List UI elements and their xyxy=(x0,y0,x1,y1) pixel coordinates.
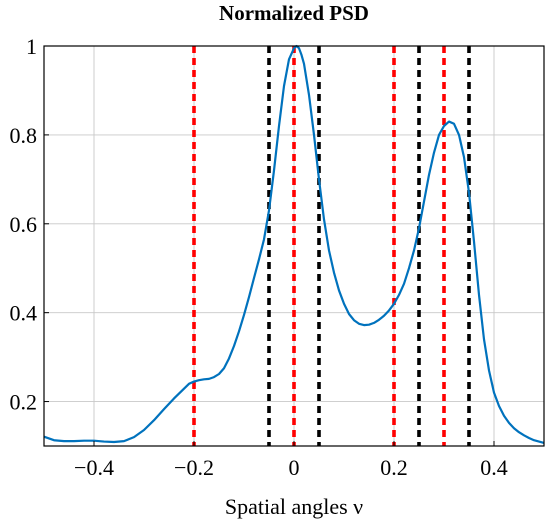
y-tick-label: 0.2 xyxy=(10,390,38,415)
psd-series-line xyxy=(43,44,545,444)
x-tick-label: −0.2 xyxy=(174,455,214,480)
series-group xyxy=(43,44,545,444)
y-tick-label: 1 xyxy=(26,34,37,59)
y-tick-label: 0.8 xyxy=(10,123,38,148)
reference-lines xyxy=(192,46,471,446)
chart-title: Normalized PSD xyxy=(219,1,369,25)
x-tick-label: −0.4 xyxy=(74,455,114,480)
tick-labels: −0.4 −0.2 0 0.2 0.4 0.2 0.4 0.6 0.8 1 xyxy=(10,34,508,480)
x-tick-label: 0.2 xyxy=(380,455,408,480)
x-tick-label: 0 xyxy=(289,455,300,480)
x-axis-label: Spatial angles ν xyxy=(225,494,363,519)
x-tick-label: 0.4 xyxy=(480,455,508,480)
y-tick-label: 0.4 xyxy=(10,301,38,326)
y-tick-label: 0.6 xyxy=(10,212,38,237)
